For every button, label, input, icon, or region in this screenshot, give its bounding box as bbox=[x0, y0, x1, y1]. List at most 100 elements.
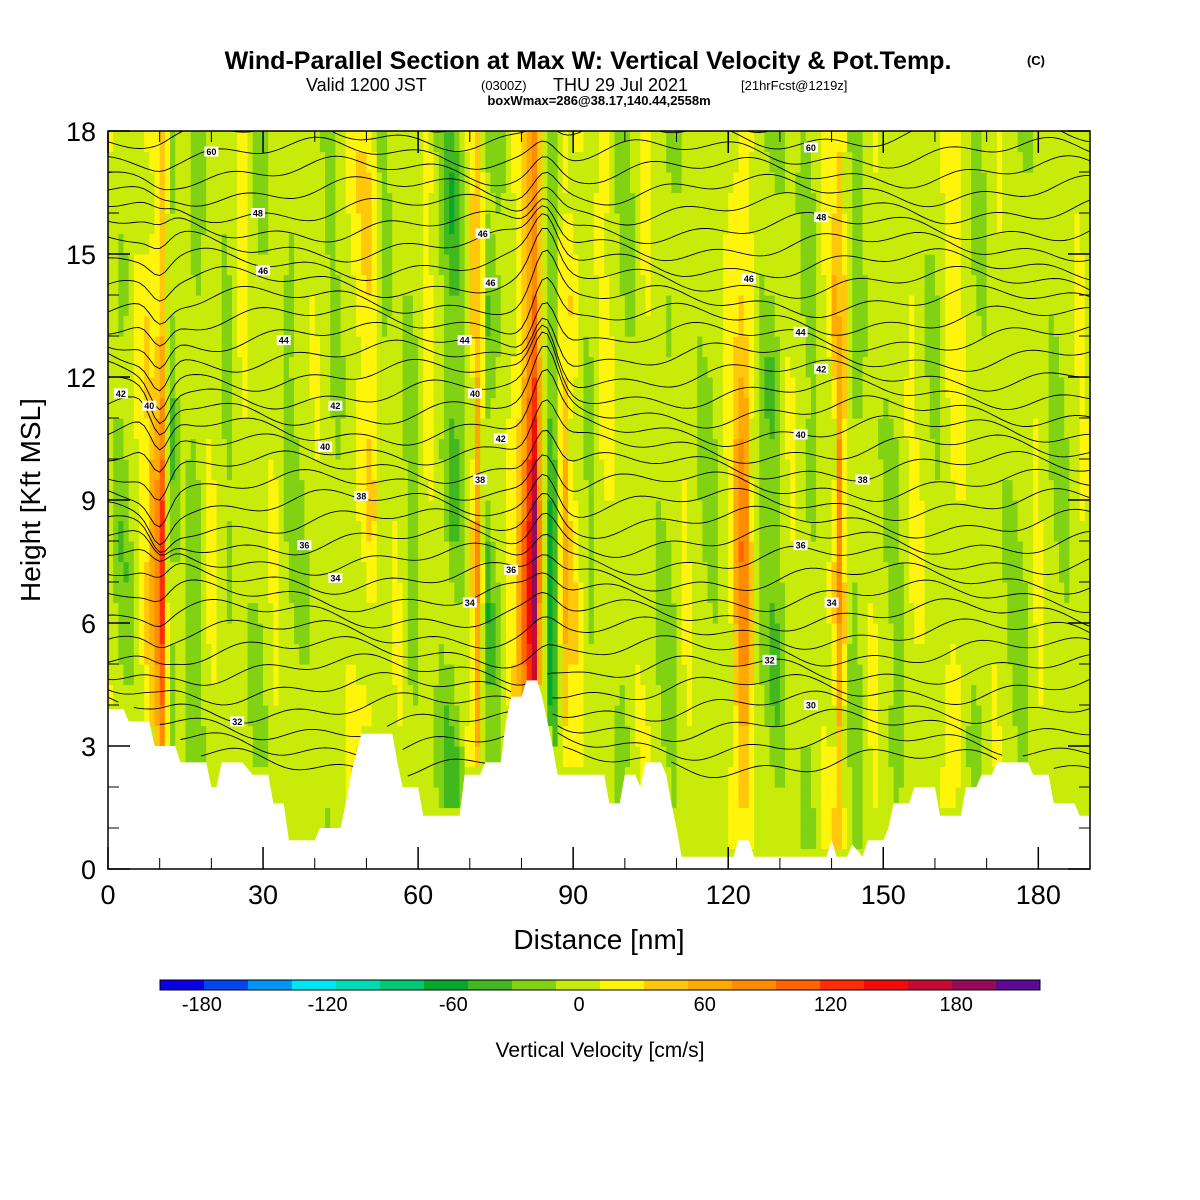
velocity-cell bbox=[774, 151, 781, 173]
velocity-cell bbox=[345, 377, 352, 399]
velocity-cell bbox=[397, 623, 404, 645]
velocity-cell bbox=[578, 746, 585, 768]
velocity-cell bbox=[516, 479, 523, 501]
velocity-cell bbox=[676, 664, 683, 686]
velocity-cell bbox=[423, 684, 430, 706]
velocity-cell bbox=[810, 479, 817, 501]
velocity-cell bbox=[345, 746, 352, 768]
velocity-cell bbox=[299, 828, 305, 850]
velocity-cell bbox=[567, 315, 574, 337]
velocity-cell bbox=[599, 725, 605, 747]
velocity-cell bbox=[490, 541, 497, 563]
velocity-cell bbox=[769, 397, 776, 419]
velocity-cell bbox=[438, 356, 445, 378]
velocity-cell bbox=[821, 787, 828, 809]
velocity-cell bbox=[469, 684, 476, 706]
velocity-cell bbox=[154, 541, 161, 563]
velocity-cell bbox=[748, 664, 755, 686]
velocity-cell bbox=[180, 254, 187, 276]
velocity-cell bbox=[397, 213, 404, 235]
velocity-cell bbox=[164, 438, 171, 460]
velocity-cell bbox=[531, 459, 538, 481]
velocity-cell bbox=[133, 664, 140, 686]
velocity-cell bbox=[521, 233, 528, 255]
velocity-cell bbox=[717, 479, 724, 501]
velocity-cell bbox=[723, 705, 729, 727]
velocity-cell bbox=[304, 807, 311, 829]
velocity-cell bbox=[640, 131, 647, 153]
velocity-cell bbox=[614, 336, 621, 358]
velocity-cell bbox=[567, 356, 574, 378]
velocity-cell bbox=[247, 561, 254, 583]
velocity-cell bbox=[485, 541, 492, 563]
velocity-cell bbox=[340, 787, 347, 809]
velocity-cell bbox=[340, 602, 347, 624]
velocity-cell bbox=[175, 582, 181, 604]
velocity-cell bbox=[692, 418, 698, 440]
velocity-cell bbox=[800, 541, 807, 563]
velocity-cell bbox=[599, 684, 605, 706]
velocity-cell bbox=[645, 520, 652, 542]
velocity-cell bbox=[469, 192, 476, 214]
velocity-cell bbox=[123, 254, 130, 276]
velocity-cell bbox=[671, 520, 678, 542]
velocity-cell bbox=[175, 623, 181, 645]
velocity-cell bbox=[309, 746, 316, 768]
velocity-cell bbox=[108, 418, 114, 440]
velocity-cell bbox=[335, 295, 342, 317]
velocity-cell bbox=[495, 295, 502, 317]
velocity-cell bbox=[588, 254, 595, 276]
velocity-cell bbox=[159, 131, 166, 153]
velocity-cell bbox=[133, 131, 140, 153]
velocity-cell bbox=[144, 500, 150, 522]
velocity-cell bbox=[635, 479, 641, 501]
velocity-cell bbox=[723, 787, 729, 809]
velocity-cell bbox=[418, 643, 424, 665]
velocity-cell bbox=[686, 377, 693, 399]
velocity-cell bbox=[500, 315, 507, 337]
velocity-cell bbox=[309, 643, 316, 665]
velocity-cell bbox=[645, 254, 652, 276]
velocity-cell bbox=[433, 397, 440, 419]
velocity-cell bbox=[376, 479, 383, 501]
velocity-cell bbox=[330, 500, 337, 522]
velocity-cell bbox=[242, 377, 249, 399]
velocity-cell bbox=[283, 684, 290, 706]
velocity-cell bbox=[423, 274, 430, 296]
velocity-cell bbox=[728, 787, 734, 809]
velocity-cell bbox=[438, 172, 445, 194]
velocity-cell bbox=[154, 643, 161, 665]
velocity-cell bbox=[573, 151, 579, 173]
velocity-cell bbox=[635, 746, 641, 768]
velocity-cell bbox=[164, 274, 171, 296]
velocity-cell bbox=[387, 479, 393, 501]
velocity-cell bbox=[712, 336, 719, 358]
velocity-cell bbox=[588, 479, 595, 501]
velocity-cell bbox=[206, 172, 212, 194]
velocity-cell bbox=[221, 192, 228, 214]
velocity-cell bbox=[562, 582, 569, 604]
velocity-cell bbox=[624, 541, 631, 563]
velocity-cell bbox=[790, 233, 796, 255]
velocity-cell bbox=[779, 541, 786, 563]
velocity-cell bbox=[759, 664, 765, 686]
velocity-cell bbox=[350, 295, 357, 317]
velocity-cell bbox=[392, 233, 399, 255]
velocity-cell bbox=[144, 459, 150, 481]
velocity-cell bbox=[821, 561, 828, 583]
velocity-cell bbox=[221, 643, 228, 665]
velocity-cell bbox=[779, 705, 786, 727]
velocity-cell bbox=[180, 397, 187, 419]
velocity-cell bbox=[671, 274, 678, 296]
velocity-cell bbox=[769, 418, 776, 440]
velocity-cell bbox=[723, 192, 729, 214]
velocity-cell bbox=[123, 151, 130, 173]
velocity-cell bbox=[557, 192, 564, 214]
velocity-cell bbox=[676, 725, 683, 747]
velocity-cell bbox=[469, 582, 476, 604]
velocity-cell bbox=[490, 192, 497, 214]
velocity-cell bbox=[666, 582, 672, 604]
velocity-cell bbox=[505, 520, 512, 542]
velocity-cell bbox=[113, 541, 119, 563]
velocity-cell bbox=[635, 172, 641, 194]
